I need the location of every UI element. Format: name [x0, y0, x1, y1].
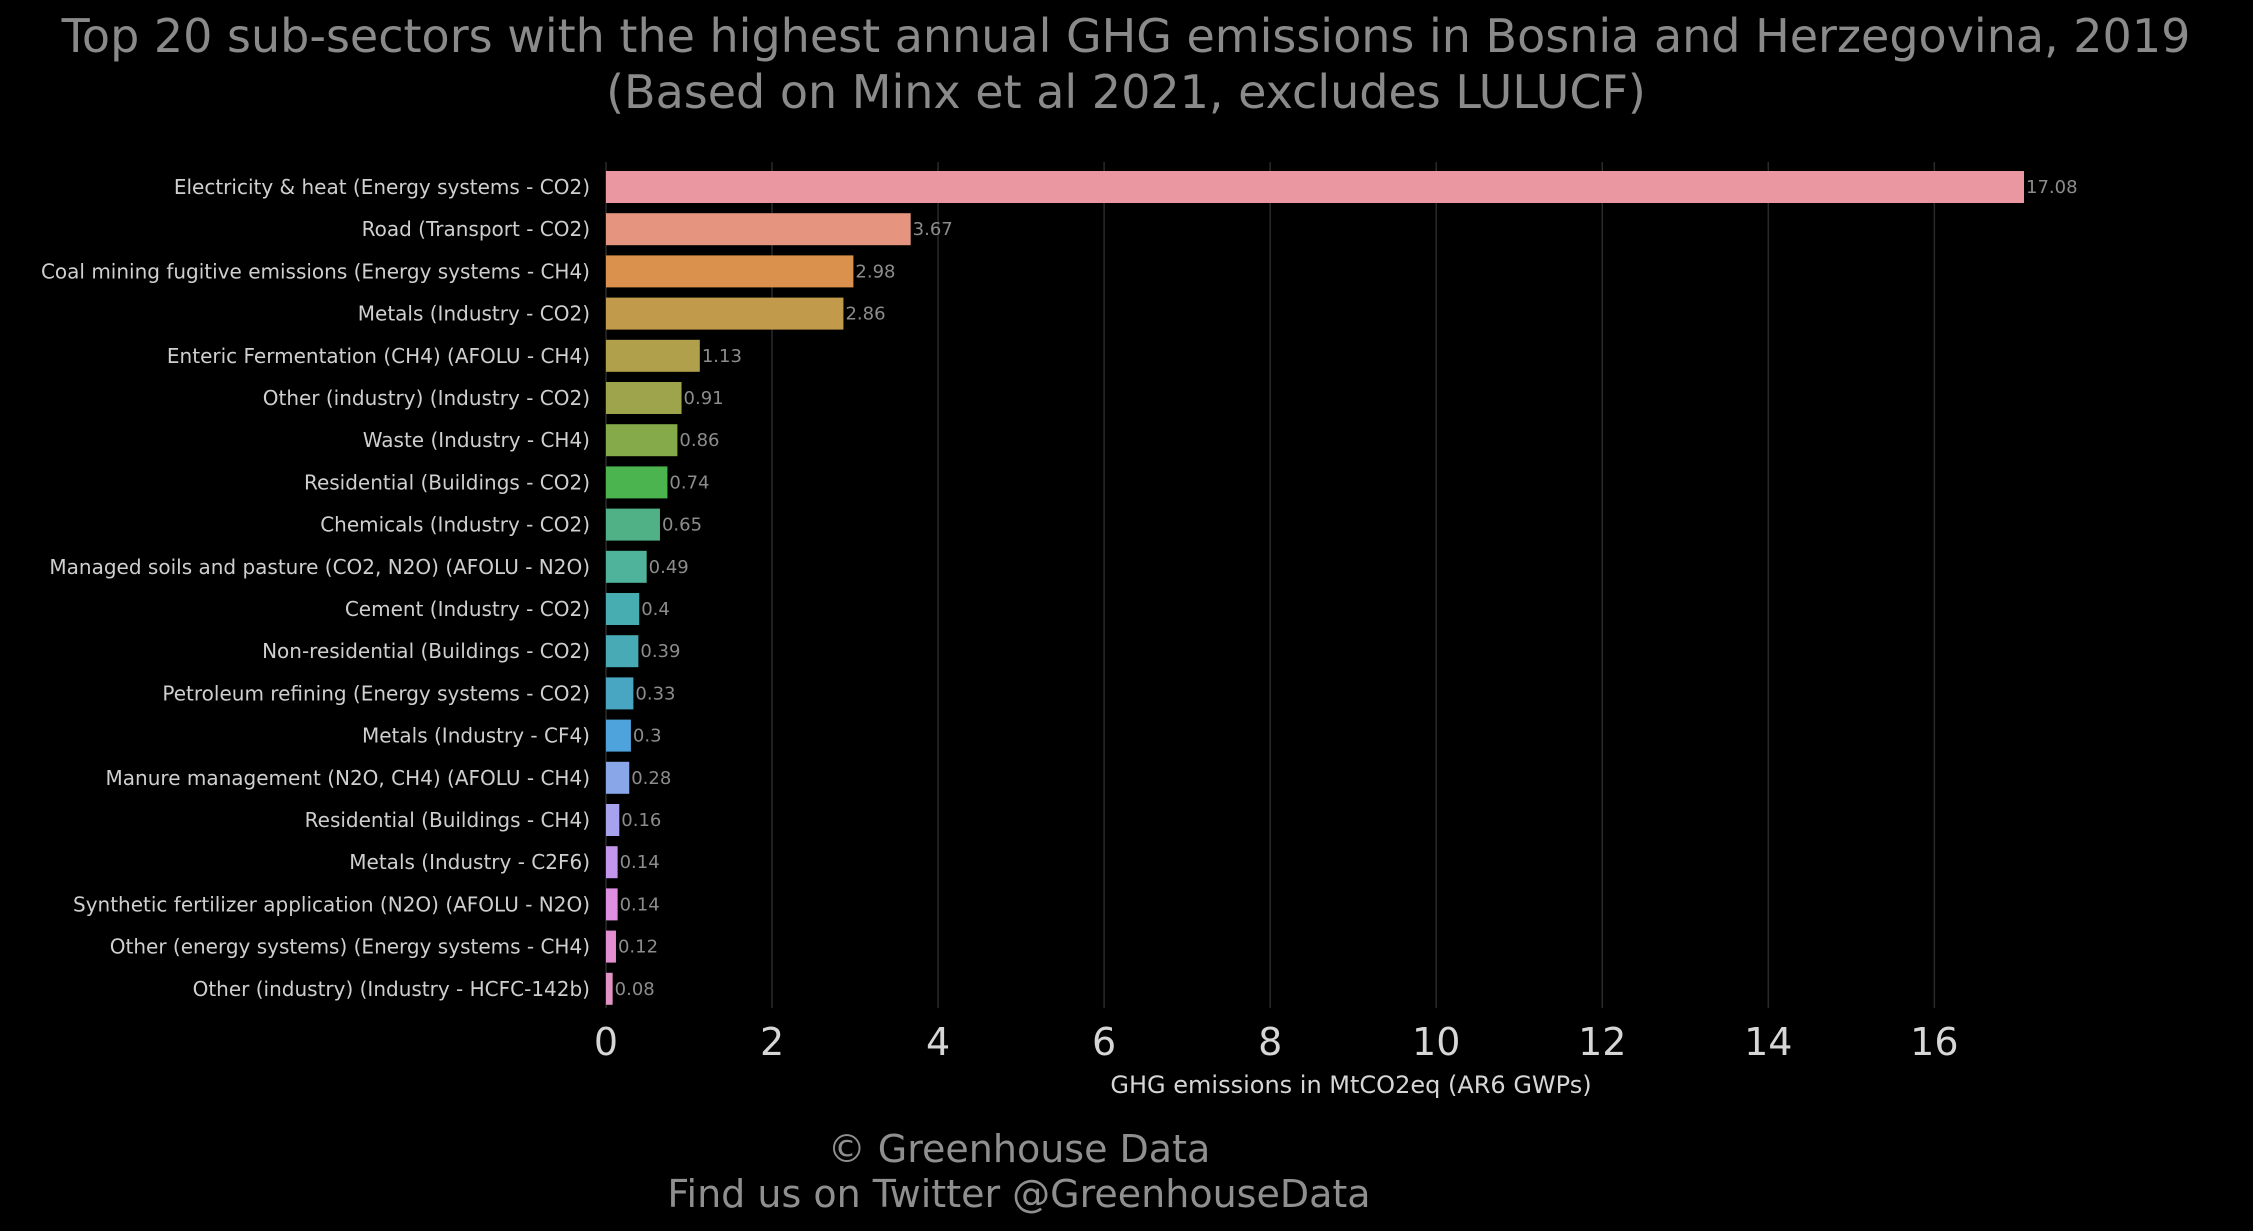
data-label: 0.86 — [679, 430, 719, 451]
data-label: 0.08 — [615, 979, 655, 1000]
category-label: Chemicals (Industry - CO2) — [320, 513, 590, 537]
category-label: Residential (Buildings - CH4) — [305, 808, 590, 832]
x-axis-label: GHG emissions in MtCO2eq (AR6 GWPs) — [1110, 1071, 1591, 1099]
category-label: Metals (Industry - CO2) — [358, 302, 590, 326]
category-label: Coal mining fugitive emissions (Energy s… — [41, 259, 590, 283]
bar — [606, 424, 678, 457]
bar — [606, 972, 613, 1005]
chart-title: Top 20 sub-sectors with the highest annu… — [61, 9, 2191, 63]
category-label: Non-residential (Buildings - CO2) — [262, 639, 590, 663]
category-label: Road (Transport - CO2) — [362, 217, 590, 241]
data-label: 0.4 — [641, 599, 670, 620]
category-label: Waste (Industry - CH4) — [363, 428, 590, 452]
x-tick-label: 4 — [926, 1020, 950, 1064]
data-label: 1.13 — [702, 346, 742, 367]
category-label: Residential (Buildings - CO2) — [304, 470, 590, 494]
data-label: 0.28 — [631, 768, 671, 789]
bar — [606, 846, 618, 879]
category-label: Electricity & heat (Energy systems - CO2… — [174, 175, 590, 199]
category-label: Synthetic fertilizer application (N2O) (… — [73, 892, 590, 916]
data-label: 3.67 — [913, 219, 953, 240]
x-tick-label: 2 — [760, 1020, 784, 1064]
x-tick-label: 0 — [594, 1020, 618, 1064]
x-tick-label: 12 — [1578, 1020, 1626, 1064]
x-tick-label: 10 — [1412, 1020, 1460, 1064]
bar — [606, 382, 682, 414]
data-label: 0.49 — [649, 557, 689, 578]
category-label: Other (energy systems) (Energy systems -… — [110, 935, 590, 959]
bar — [606, 719, 631, 752]
data-label: 2.98 — [855, 261, 895, 282]
category-label: Metals (Industry - CF4) — [362, 724, 590, 748]
category-label: Other (industry) (Industry - HCFC-142b) — [193, 977, 590, 1001]
bar — [606, 508, 660, 541]
category-label: Managed soils and pasture (CO2, N2O) (AF… — [49, 555, 590, 579]
bars — [606, 171, 2024, 1005]
data-label: 0.91 — [684, 388, 724, 409]
bar — [606, 593, 640, 625]
data-label: 0.12 — [618, 937, 658, 958]
category-label: Other (industry) (Industry - CO2) — [263, 386, 590, 410]
bar — [606, 339, 700, 372]
data-label: 0.74 — [669, 472, 709, 493]
category-label: Petroleum refining (Energy systems - CO2… — [162, 681, 590, 705]
data-label: 0.65 — [662, 515, 702, 536]
data-label: 0.14 — [620, 894, 660, 915]
data-label: 0.33 — [635, 683, 675, 704]
bar — [606, 213, 911, 246]
bar — [606, 635, 639, 668]
bar — [606, 466, 668, 499]
bar — [606, 550, 647, 583]
chart-subtitle: (Based on Minx et al 2021, excludes LULU… — [606, 65, 1646, 119]
data-label: 2.86 — [845, 304, 885, 325]
category-label: Metals (Industry - C2F6) — [349, 850, 590, 874]
x-axis-ticks: 0 2 4 6 8 10 12 14 16 — [594, 1020, 1959, 1064]
footer-twitter: Find us on Twitter @GreenhouseData — [667, 1172, 1370, 1216]
bar — [606, 804, 620, 836]
category-label: Cement (Industry - CO2) — [345, 597, 590, 621]
bar — [606, 171, 2024, 203]
data-label: 0.3 — [633, 726, 662, 747]
data-label: 17.08 — [2026, 177, 2078, 198]
bar — [606, 888, 618, 921]
bar — [606, 761, 630, 794]
x-tick-label: 8 — [1258, 1020, 1282, 1064]
x-tick-label: 6 — [1092, 1020, 1116, 1064]
bar — [606, 677, 634, 710]
data-label: 0.14 — [620, 852, 660, 873]
value-labels: 17.08 3.67 2.98 2.86 1.13 0.91 0.86 0.74 0.65 0.4… — [615, 177, 2078, 1000]
category-label: Enteric Fermentation (CH4) (AFOLU - CH4) — [167, 344, 590, 368]
category-label: Manure management (N2O, CH4) (AFOLU - CH… — [106, 766, 590, 790]
data-label: 0.39 — [640, 641, 680, 662]
bar — [606, 297, 844, 330]
bar — [606, 255, 854, 288]
category-labels: Electricity & heat (Energy systems - CO2… — [41, 175, 590, 1001]
footer-copyright: © Greenhouse Data — [828, 1127, 1211, 1171]
data-label: 0.16 — [621, 810, 661, 831]
x-tick-label: 16 — [1910, 1020, 1958, 1064]
bar — [606, 930, 616, 963]
x-tick-label: 14 — [1744, 1020, 1792, 1064]
